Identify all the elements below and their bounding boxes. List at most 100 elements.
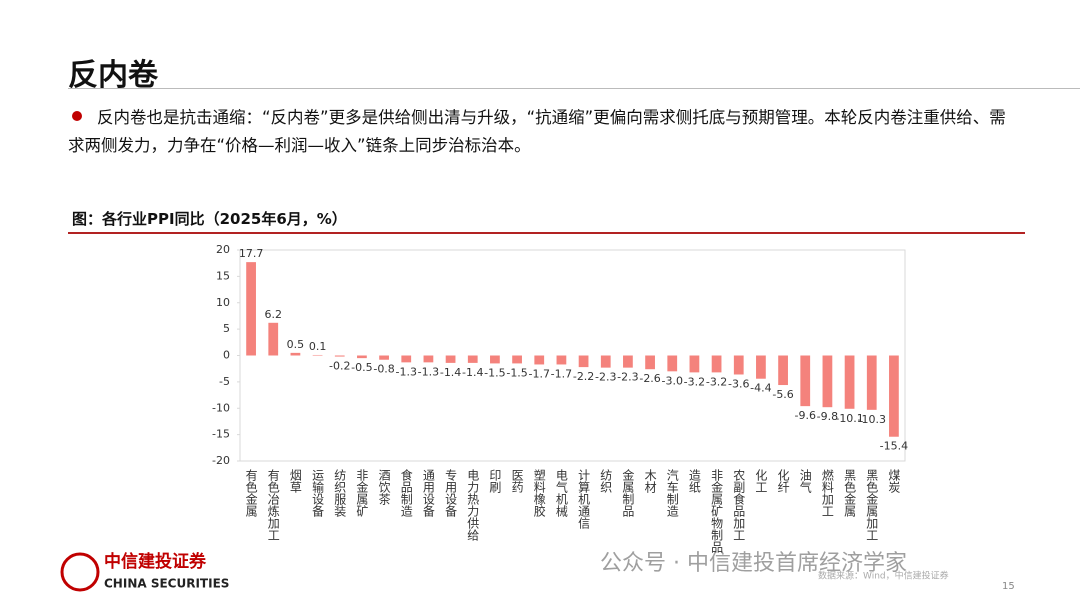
bar bbox=[578, 355, 589, 368]
value-label: -10.1 bbox=[835, 412, 863, 425]
bullet-text: 反内卷也是抗击通缩：“反内卷”更多是供给侧出清与升级，“抗通缩”更偏向需求侧托底… bbox=[68, 108, 1006, 155]
y-tick-label: 10 bbox=[216, 296, 230, 309]
value-label: 6.2 bbox=[265, 308, 283, 321]
bar bbox=[556, 355, 567, 365]
value-label: -2.3 bbox=[595, 371, 616, 384]
bar bbox=[246, 262, 256, 356]
value-label: -1.4 bbox=[462, 366, 483, 379]
value-label: -1.7 bbox=[529, 367, 550, 380]
value-label: -3.6 bbox=[728, 377, 749, 390]
x-tick-label: 黑色金属加工 bbox=[865, 469, 879, 541]
chart-title: 图：各行业PPI同比（2025年6月，%） bbox=[72, 210, 347, 228]
value-label: -5.6 bbox=[772, 388, 793, 401]
bar bbox=[889, 355, 899, 437]
bar bbox=[822, 355, 833, 408]
y-tick-label: -5 bbox=[219, 375, 230, 388]
x-tick-label: 计算机通信 bbox=[577, 469, 591, 530]
bar bbox=[866, 355, 877, 410]
bar bbox=[334, 355, 345, 357]
y-tick-label: 5 bbox=[223, 322, 230, 335]
value-label: -1.3 bbox=[396, 365, 417, 378]
value-label: -15.4 bbox=[880, 440, 908, 453]
y-tick-label: -20 bbox=[212, 454, 230, 467]
page-number: 15 bbox=[1002, 581, 1015, 592]
caption-rule bbox=[68, 232, 1025, 234]
bar bbox=[600, 355, 611, 368]
bar bbox=[268, 322, 279, 356]
x-tick-label: 纺织服装 bbox=[333, 469, 347, 518]
y-tick-label: 15 bbox=[216, 269, 230, 282]
value-label: -2.3 bbox=[617, 371, 638, 384]
bar bbox=[490, 355, 500, 364]
x-tick-label: 运输设备 bbox=[311, 469, 325, 518]
bar bbox=[667, 355, 678, 372]
x-tick-label: 金属制品 bbox=[621, 468, 635, 517]
x-tick-label: 专用设备 bbox=[444, 468, 458, 518]
x-tick-label: 化纤 bbox=[776, 469, 790, 493]
x-tick-label: 通用设备 bbox=[421, 469, 435, 518]
bar bbox=[689, 355, 700, 373]
value-label: -10.3 bbox=[858, 413, 886, 426]
y-tick-label: -15 bbox=[212, 428, 230, 441]
bar bbox=[401, 355, 412, 363]
value-label: -2.6 bbox=[639, 372, 660, 385]
value-label: -1.5 bbox=[484, 366, 505, 379]
bar bbox=[645, 355, 655, 370]
x-tick-label: 木材 bbox=[643, 469, 657, 493]
logo-en: CHINA SECURITIES bbox=[104, 577, 229, 591]
bar bbox=[290, 352, 301, 356]
y-tick-label: 0 bbox=[223, 349, 230, 362]
bar bbox=[623, 355, 633, 368]
value-label: -0.8 bbox=[373, 363, 394, 376]
x-tick-label: 酒饮茶 bbox=[377, 469, 391, 505]
x-tick-label: 塑料橡胶 bbox=[532, 468, 546, 518]
x-tick-label: 油气 bbox=[798, 469, 812, 493]
x-tick-label: 有色冶炼加工 bbox=[266, 469, 280, 541]
x-tick-label: 非金属矿物制品 bbox=[710, 469, 724, 553]
logo: 中信建投证券 bbox=[104, 551, 207, 572]
watermark: 公众号 · 中信建投首席经济学家 bbox=[600, 551, 907, 576]
value-label: -3.2 bbox=[706, 375, 727, 388]
value-label: 0.1 bbox=[309, 340, 327, 353]
bar bbox=[423, 355, 434, 363]
value-label: -9.6 bbox=[795, 409, 816, 422]
bar bbox=[733, 355, 744, 375]
bar bbox=[800, 355, 811, 407]
bar bbox=[467, 355, 478, 363]
bar bbox=[711, 355, 722, 373]
x-tick-label: 电气机械 bbox=[554, 469, 568, 517]
x-tick-label: 医药 bbox=[510, 469, 524, 493]
x-tick-label: 燃料加工 bbox=[820, 468, 834, 517]
x-tick-label: 煤炭 bbox=[887, 469, 901, 494]
value-label: -4.4 bbox=[750, 382, 771, 395]
x-tick-label: 印刷 bbox=[488, 469, 502, 493]
bar bbox=[844, 355, 855, 409]
logo-icon bbox=[60, 552, 100, 592]
value-label: 0.5 bbox=[287, 338, 305, 351]
bar bbox=[445, 355, 456, 363]
source: 数据来源：Wind，中信建投证券 bbox=[818, 570, 949, 582]
x-tick-label: 农副食品加工 bbox=[732, 469, 746, 541]
value-label: -3.2 bbox=[684, 375, 705, 388]
value-label: -1.5 bbox=[506, 366, 527, 379]
value-label: -0.2 bbox=[329, 360, 350, 373]
bar bbox=[534, 355, 545, 365]
x-tick-label: 化工 bbox=[754, 469, 768, 493]
value-label: -3.0 bbox=[662, 374, 683, 387]
y-tick-label: -10 bbox=[212, 401, 230, 414]
x-tick-label: 造纸 bbox=[687, 469, 701, 494]
value-label: -9.8 bbox=[817, 410, 838, 423]
x-tick-label: 食品制造 bbox=[399, 468, 413, 517]
x-tick-label: 烟草 bbox=[288, 469, 302, 493]
bar bbox=[756, 355, 766, 379]
x-tick-label: 汽车制造 bbox=[665, 468, 679, 517]
x-tick-label: 电力热力供给 bbox=[466, 469, 480, 541]
slide-title: 反内卷 bbox=[68, 58, 158, 93]
value-label: 17.7 bbox=[239, 247, 264, 260]
bar bbox=[379, 355, 389, 360]
value-label: -1.7 bbox=[551, 367, 572, 380]
y-tick-label: 20 bbox=[216, 243, 230, 256]
bullet-dot bbox=[72, 111, 82, 121]
